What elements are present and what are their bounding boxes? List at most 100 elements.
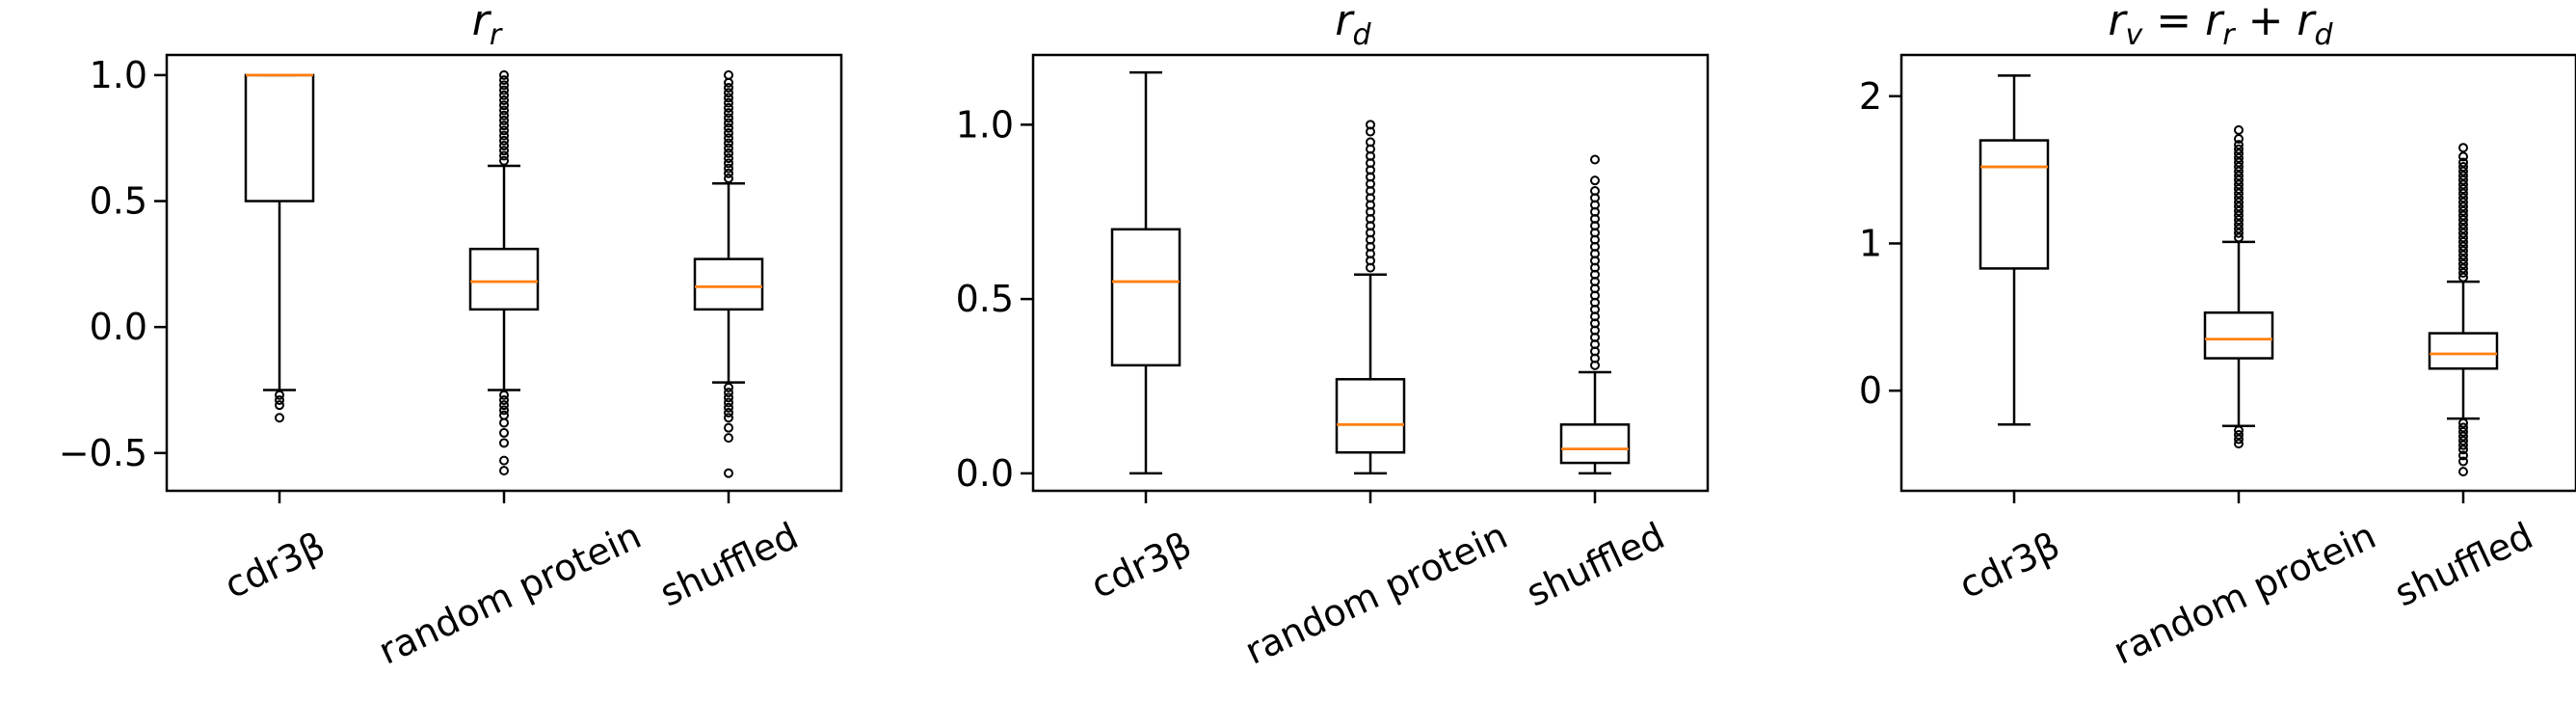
outlier-point: [499, 455, 509, 466]
outlier-point: [724, 93, 733, 103]
outlier-point: [724, 408, 733, 418]
outlier-point: [2234, 224, 2244, 234]
outlier-point: [2234, 210, 2244, 221]
panel-rd-y-tick-label: 1.0: [956, 103, 1014, 146]
outlier-point: [724, 133, 733, 144]
panel-rd-x-label-random-protein: random protein: [1238, 514, 1514, 672]
outlier-point: [499, 400, 509, 411]
outlier-point: [724, 127, 733, 138]
outlier-point: [2234, 439, 2244, 449]
outlier-point: [2234, 134, 2244, 145]
outlier-point: [499, 75, 509, 86]
panel-rd-boxes: [1110, 70, 1631, 475]
iqr-box: [693, 257, 764, 311]
outlier-point: [499, 121, 509, 131]
outlier-point: [275, 413, 284, 423]
outlier-point: [2234, 140, 2244, 150]
outlier-point: [275, 400, 284, 411]
panel-rr-x-axis: cdr3β random protein shuffled: [218, 491, 805, 673]
panel-rd-box-shuffled: [1559, 154, 1631, 475]
panel-rr: rr 1.0 0.5 0.0 −0.5 cdr3β random protein sh…: [59, 0, 843, 673]
panel-rv-box-cdr3b: [1978, 74, 2050, 426]
outlier-point: [2458, 263, 2468, 274]
outlier-point: [2234, 171, 2244, 181]
outlier-point: [2234, 152, 2244, 163]
outlier-point: [2458, 215, 2468, 226]
outlier-point: [2234, 219, 2244, 229]
outlier-point: [724, 174, 733, 184]
outlier-point: [2458, 467, 2468, 477]
panel-rd-x-label-cdr3b: cdr3β: [1084, 524, 1197, 607]
outlier-point: [1590, 186, 1600, 197]
outlier-point: [499, 141, 509, 151]
outlier-point: [724, 153, 733, 164]
outlier-point: [2458, 166, 2468, 176]
outlier-point: [2234, 205, 2244, 216]
outlier-point: [2458, 175, 2468, 185]
panel-rr-x-label-cdr3b: cdr3β: [218, 524, 331, 607]
panel-rv-x-label-shuffled: shuffled: [2388, 514, 2539, 614]
outlier-point: [2458, 422, 2468, 433]
panel-rr-y-axis: 1.0 0.5 0.0 −0.5: [59, 54, 167, 474]
outlier-point: [2458, 258, 2468, 269]
outlier-point: [724, 158, 733, 169]
panel-rv-box-random-protein: [2203, 124, 2274, 449]
outlier-point: [2458, 232, 2468, 243]
outlier-point: [2458, 193, 2468, 203]
panel-rv-x-label-cdr3b: cdr3β: [1952, 524, 2065, 607]
outlier-point: [724, 433, 733, 444]
outlier-point: [499, 90, 509, 100]
outlier-point: [499, 135, 509, 146]
outlier-point: [499, 410, 509, 420]
iqr-box: [1110, 228, 1182, 367]
outlier-point: [2458, 202, 2468, 212]
outlier-point: [724, 69, 733, 80]
outlier-point: [2458, 157, 2468, 168]
panel-rv-title: rv = rr + rd: [2108, 0, 2333, 52]
outlier-point: [2234, 166, 2244, 176]
panel-rr-box-random-protein: [468, 69, 540, 476]
outlier-point: [2234, 429, 2244, 440]
outlier-point: [724, 82, 733, 93]
outlier-point: [724, 113, 733, 123]
outlier-point: [499, 115, 509, 125]
outlier-point: [724, 397, 733, 408]
outlier-point: [2234, 228, 2244, 238]
outlier-point: [499, 95, 509, 106]
outlier-point: [499, 155, 509, 166]
panel-rv-y-tick-label: 2: [1859, 75, 1882, 118]
panel-rr-y-tick-label: 0.5: [90, 180, 147, 223]
outlier-point: [724, 168, 733, 178]
iqr-box: [1335, 378, 1406, 454]
outlier-point: [724, 118, 733, 128]
outlier-point: [2458, 205, 2468, 216]
outlier-point: [2234, 124, 2244, 135]
outlier-point: [499, 69, 509, 80]
panel-rv-y-axis: 2 1 0: [1859, 75, 1901, 412]
outlier-point: [2234, 148, 2244, 159]
outlier-point: [2458, 224, 2468, 234]
outlier-point: [2458, 219, 2468, 229]
outlier-point: [2458, 210, 2468, 221]
outlier-point: [2234, 183, 2244, 194]
outlier-point: [2234, 179, 2244, 190]
outlier-point: [724, 97, 733, 108]
outlier-point: [2458, 431, 2468, 442]
outlier-point: [724, 138, 733, 148]
panel-rr-boxes: [244, 69, 764, 478]
outlier-point: [499, 405, 509, 416]
outlier-point: [499, 390, 509, 400]
outlier-point: [499, 105, 509, 116]
outlier-point: [2458, 162, 2468, 173]
panel-rr-x-label-random-protein: random protein: [372, 514, 648, 672]
outlier-point: [2234, 175, 2244, 185]
outlier-point: [499, 427, 509, 438]
outlier-point: [724, 143, 733, 153]
panel-rd-box-cdr3b: [1110, 70, 1182, 475]
outlier-point: [2458, 246, 2468, 256]
outlier-point: [2234, 144, 2244, 154]
outlier-point: [499, 110, 509, 121]
outlier-point: [2458, 241, 2468, 252]
panel-rr-y-tick-label: 1.0: [90, 54, 147, 96]
outlier-point: [724, 163, 733, 174]
